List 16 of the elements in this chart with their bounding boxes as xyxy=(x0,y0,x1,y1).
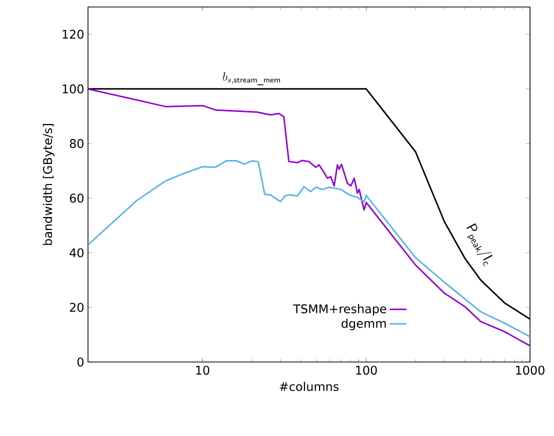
y-tick-label: 120 xyxy=(62,30,84,39)
y-tick-label: 60 xyxy=(70,194,84,203)
y-tick-label: 20 xyxy=(70,302,84,312)
legend-label: TSMM+reshape xyxy=(293,304,386,316)
y-tick-label: 0 xyxy=(77,357,84,367)
y-tick-label: 40 xyxy=(70,248,84,258)
y-tick-label: 100 xyxy=(62,84,84,94)
y-axis-title: bandwidth [GByte/s] xyxy=(42,124,54,245)
x-axis-title: #columns xyxy=(280,382,339,392)
legend-label: dgemm xyxy=(342,318,386,330)
y-tick-label: 80 xyxy=(70,139,84,148)
annotation: $b_{s,\mathsf{stream\_mem}}$ xyxy=(222,72,280,86)
x-tick-label: 10 xyxy=(196,366,210,375)
x-tick-label: 1000 xyxy=(516,366,544,375)
annotation: $\mathsf{P}_{\mathsf{peak}}/\mathsf{I}_{\mathsf{c}}$ xyxy=(466,223,493,266)
x-tick-label: 100 xyxy=(356,366,377,375)
